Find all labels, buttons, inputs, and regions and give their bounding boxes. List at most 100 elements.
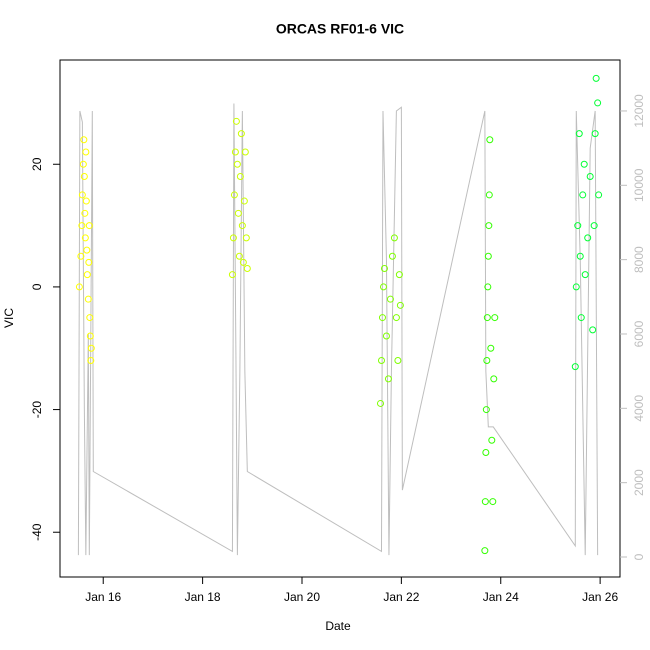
point xyxy=(85,222,93,230)
point xyxy=(233,160,241,168)
point xyxy=(592,74,600,82)
y2-tick-label: 10000 xyxy=(632,168,646,202)
point xyxy=(229,234,237,242)
point xyxy=(574,222,582,230)
point xyxy=(594,99,602,107)
point xyxy=(86,314,94,322)
point xyxy=(394,357,402,365)
point xyxy=(87,357,95,365)
y2-tick-label: 4000 xyxy=(632,395,646,422)
point xyxy=(586,173,594,181)
point xyxy=(576,252,584,260)
point xyxy=(235,252,243,260)
point xyxy=(376,399,384,407)
altitude-line xyxy=(77,103,599,556)
point xyxy=(240,197,248,205)
point xyxy=(81,209,89,217)
point xyxy=(81,234,89,242)
point xyxy=(228,271,236,279)
point xyxy=(80,173,88,181)
point xyxy=(581,271,589,279)
point xyxy=(75,283,83,291)
point xyxy=(87,344,95,352)
point xyxy=(86,332,94,340)
point xyxy=(378,314,386,322)
point xyxy=(483,314,491,322)
x-tick-label: Jan 20 xyxy=(284,590,320,604)
point xyxy=(82,148,90,156)
point xyxy=(243,265,251,273)
point xyxy=(392,314,400,322)
point xyxy=(230,191,238,199)
point xyxy=(575,130,583,138)
point xyxy=(78,222,86,230)
y2-tick-label: 12000 xyxy=(632,94,646,128)
point xyxy=(481,547,489,555)
point xyxy=(382,332,390,340)
point xyxy=(481,498,489,506)
point xyxy=(232,117,240,125)
point xyxy=(584,234,592,242)
point xyxy=(580,160,588,168)
point xyxy=(395,271,403,279)
point xyxy=(490,375,498,383)
point xyxy=(579,191,587,199)
plot-frame xyxy=(59,59,621,578)
x-tick-label: Jan 18 xyxy=(185,590,221,604)
x-tick-label: Jan 24 xyxy=(483,590,519,604)
x-tick-label: Jan 22 xyxy=(383,590,419,604)
y2-tick-label: 8000 xyxy=(632,246,646,273)
point xyxy=(396,301,404,309)
point xyxy=(78,191,86,199)
y-axis-label: VIC xyxy=(2,308,16,328)
point xyxy=(77,252,85,260)
point xyxy=(83,271,91,279)
point xyxy=(482,449,490,457)
x-axis-label: Date xyxy=(325,619,351,633)
point xyxy=(237,130,245,138)
point xyxy=(485,191,493,199)
point xyxy=(231,148,239,156)
point xyxy=(486,136,494,144)
point xyxy=(487,344,495,352)
point xyxy=(85,258,93,266)
point xyxy=(80,136,88,144)
point xyxy=(491,314,499,322)
point xyxy=(234,209,242,217)
point xyxy=(577,314,585,322)
point xyxy=(482,406,490,414)
point xyxy=(589,326,597,334)
point xyxy=(379,283,387,291)
x-tick-label: Jan 26 xyxy=(582,590,618,604)
point xyxy=(595,191,603,199)
point xyxy=(236,173,244,181)
point xyxy=(380,265,388,273)
point xyxy=(485,222,493,230)
point xyxy=(241,148,249,156)
y2-tick-label: 2000 xyxy=(632,469,646,496)
point xyxy=(591,130,599,138)
point xyxy=(242,234,250,242)
point xyxy=(388,252,396,260)
point xyxy=(377,357,385,365)
point xyxy=(390,234,398,242)
x-tick-label: Jan 16 xyxy=(85,590,121,604)
y-tick-label: -40 xyxy=(30,523,44,541)
y-tick-label: 20 xyxy=(30,157,44,171)
y2-tick-label: 0 xyxy=(632,553,646,560)
point xyxy=(384,375,392,383)
y-tick-label: -20 xyxy=(30,401,44,419)
point xyxy=(484,283,492,291)
point xyxy=(84,295,92,303)
point xyxy=(386,295,394,303)
point xyxy=(571,363,579,371)
point xyxy=(488,436,496,444)
point xyxy=(590,222,598,230)
point xyxy=(82,197,90,205)
y-tick-label: 0 xyxy=(30,283,44,290)
point xyxy=(238,222,246,230)
point xyxy=(79,160,87,168)
point xyxy=(483,357,491,365)
y2-tick-label: 6000 xyxy=(632,320,646,347)
